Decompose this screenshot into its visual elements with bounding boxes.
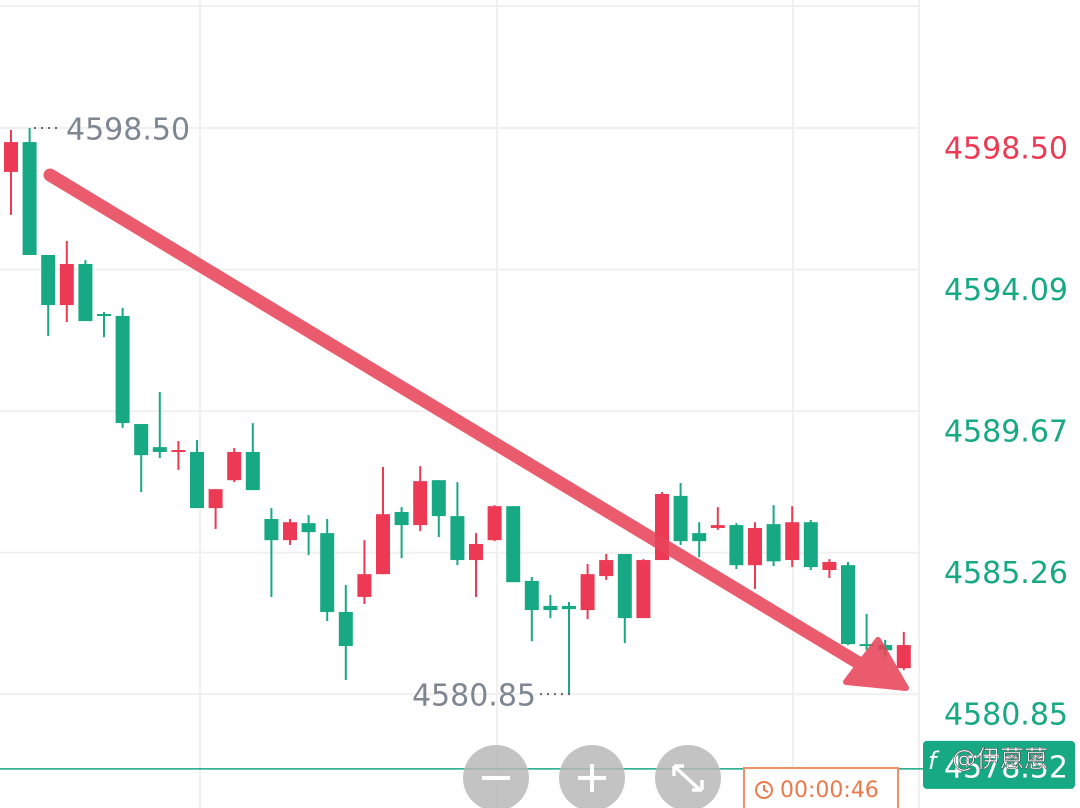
candle-body bbox=[803, 522, 818, 568]
countdown-box: 00:00:46 bbox=[743, 767, 899, 808]
candle-body bbox=[190, 451, 204, 509]
candle-body bbox=[431, 480, 446, 517]
y-tick-label: 4594.09 bbox=[944, 273, 1068, 308]
candle-body bbox=[729, 525, 744, 566]
candle-body bbox=[227, 451, 242, 481]
candle-body bbox=[376, 514, 390, 575]
candle-body bbox=[673, 495, 688, 542]
candle-body bbox=[41, 255, 56, 306]
candle-body bbox=[134, 424, 149, 456]
y-tick-label: 4598.50 bbox=[944, 131, 1068, 166]
candle-body bbox=[506, 506, 521, 583]
candle-body bbox=[97, 314, 111, 317]
candle-body bbox=[78, 263, 93, 322]
candle-body bbox=[320, 533, 335, 613]
zoom-in-button[interactable] bbox=[559, 745, 625, 808]
candle-body bbox=[450, 516, 465, 561]
candle-body bbox=[59, 263, 74, 306]
candles bbox=[4, 127, 911, 695]
candle-body bbox=[357, 574, 372, 597]
candle-body bbox=[636, 560, 651, 619]
candle-body bbox=[283, 522, 297, 541]
candle-body bbox=[859, 644, 874, 647]
high-marker-label: 4598.50 bbox=[66, 112, 190, 147]
fullscreen-button[interactable] bbox=[655, 745, 721, 808]
current-price-box bbox=[923, 740, 1075, 789]
zoom-out-button[interactable] bbox=[463, 745, 529, 808]
candle-body bbox=[710, 525, 725, 528]
candle-body bbox=[264, 518, 279, 541]
markers: 4598.50 4580.85 bbox=[0, 112, 925, 770]
candle-body bbox=[841, 565, 855, 645]
candle-body bbox=[896, 645, 911, 669]
candle-body bbox=[394, 511, 409, 526]
candle-body bbox=[692, 533, 707, 542]
y-tick-label: 4580.85 bbox=[944, 698, 1068, 733]
candle-body bbox=[171, 450, 186, 453]
candle-body bbox=[152, 447, 167, 452]
candle-body bbox=[562, 605, 576, 610]
countdown: 00:00:46 bbox=[780, 778, 879, 803]
candle-body bbox=[245, 451, 260, 491]
candle-body bbox=[748, 527, 762, 566]
y-tick-label: 4585.26 bbox=[944, 556, 1068, 591]
candle-body bbox=[301, 523, 316, 533]
candle-body bbox=[115, 315, 130, 424]
candle-body bbox=[543, 605, 558, 611]
current-price-label: 4578.52 bbox=[944, 750, 1068, 785]
candle-body bbox=[524, 580, 539, 611]
watermark: @伊蒽蒽 bbox=[952, 745, 1048, 773]
candle-body bbox=[785, 522, 800, 561]
candle-body bbox=[338, 612, 353, 647]
candle-body bbox=[617, 553, 632, 619]
y-tick-label: 4589.67 bbox=[944, 415, 1068, 450]
y-axis: 4598.50 4594.09 4589.67 4585.26 4580.85 4578.… bbox=[923, 131, 1075, 789]
grid bbox=[0, 126, 918, 696]
candle-body bbox=[208, 489, 223, 509]
candle-body bbox=[22, 142, 37, 256]
low-marker-label: 4580.85 bbox=[412, 679, 536, 714]
candle-body bbox=[766, 524, 781, 562]
candle-body bbox=[413, 481, 428, 526]
candle-body bbox=[487, 506, 502, 541]
candle-body bbox=[469, 544, 483, 561]
candle-body bbox=[599, 560, 614, 577]
candle-body bbox=[822, 561, 837, 570]
candle-body bbox=[580, 574, 595, 611]
candle-body bbox=[4, 142, 18, 172]
trend-arrow bbox=[43, 168, 909, 691]
